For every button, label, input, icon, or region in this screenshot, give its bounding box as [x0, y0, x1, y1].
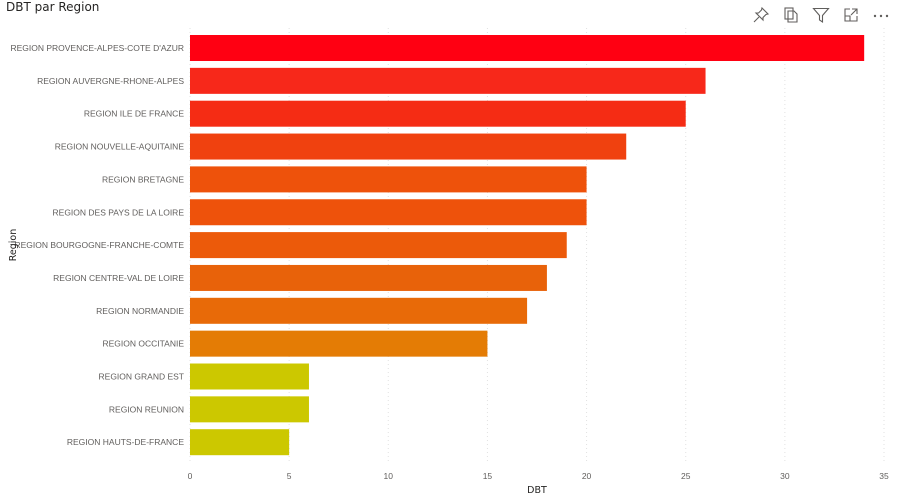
x-tick-label: 0: [188, 471, 193, 481]
x-tick-label: 25: [681, 471, 691, 481]
visual-title: DBT par Region: [6, 0, 100, 14]
bar[interactable]: [190, 100, 686, 127]
category-label: REGION PROVENCE-ALPES-COTE D'AZUR: [10, 43, 184, 53]
bar[interactable]: [190, 264, 547, 291]
category-label: REGION CENTRE-VAL DE LOIRE: [53, 273, 184, 283]
filter-icon: [812, 7, 830, 24]
x-axis-title: DBT: [527, 485, 547, 496]
bar[interactable]: [190, 429, 290, 456]
copy-button[interactable]: [780, 4, 802, 26]
copy-icon: [784, 7, 798, 23]
x-tick-label: 20: [582, 471, 592, 481]
focus-mode-icon: [844, 8, 858, 22]
more-options-button[interactable]: [870, 4, 892, 26]
x-tick-labels: 0 5 10 15 20 25 30 35: [188, 471, 889, 481]
bar[interactable]: [190, 199, 587, 226]
bar[interactable]: [190, 330, 488, 357]
bar[interactable]: [190, 133, 627, 160]
pin-icon: [753, 6, 770, 23]
y-axis-title: Region: [8, 229, 19, 262]
category-label: REGION GRAND EST: [99, 372, 184, 382]
category-label: REGION OCCITANIE: [102, 339, 184, 349]
category-label: REGION ILE DE FRANCE: [84, 109, 184, 119]
category-label: REGION DES PAYS DE LA LOIRE: [53, 207, 185, 217]
bar[interactable]: [190, 363, 309, 390]
pin-button[interactable]: [750, 4, 772, 26]
filter-button[interactable]: [810, 4, 832, 26]
visual-toolbar: [750, 4, 892, 26]
category-label: REGION AUVERGNE-RHONE-ALPES: [37, 76, 184, 86]
category-label: REGION NORMANDIE: [96, 306, 184, 316]
category-label: REGION NOUVELLE-AQUITAINE: [55, 142, 185, 152]
category-label: REGION REUNION: [109, 404, 184, 414]
x-tick-label: 10: [384, 471, 394, 481]
category-labels: REGION PROVENCE-ALPES-COTE D'AZUR REGION …: [10, 43, 184, 447]
category-label: REGION BOURGOGNE-FRANCHE-COMTE: [14, 240, 184, 250]
x-tick-label: 35: [879, 471, 889, 481]
bar[interactable]: [190, 396, 309, 423]
category-label: REGION BRETAGNE: [102, 174, 184, 184]
bar[interactable]: [190, 297, 528, 324]
bar[interactable]: [190, 232, 567, 259]
x-tick-label: 30: [780, 471, 790, 481]
bar[interactable]: [190, 35, 865, 61]
bars: [190, 35, 865, 456]
x-tick-label: 5: [287, 471, 292, 481]
bar[interactable]: [190, 166, 587, 193]
x-tick-label: 15: [483, 471, 493, 481]
more-options-icon: [873, 14, 889, 18]
category-label: REGION HAUTS-DE-FRANCE: [67, 437, 184, 447]
bar[interactable]: [190, 67, 706, 94]
focus-mode-button[interactable]: [840, 4, 862, 26]
